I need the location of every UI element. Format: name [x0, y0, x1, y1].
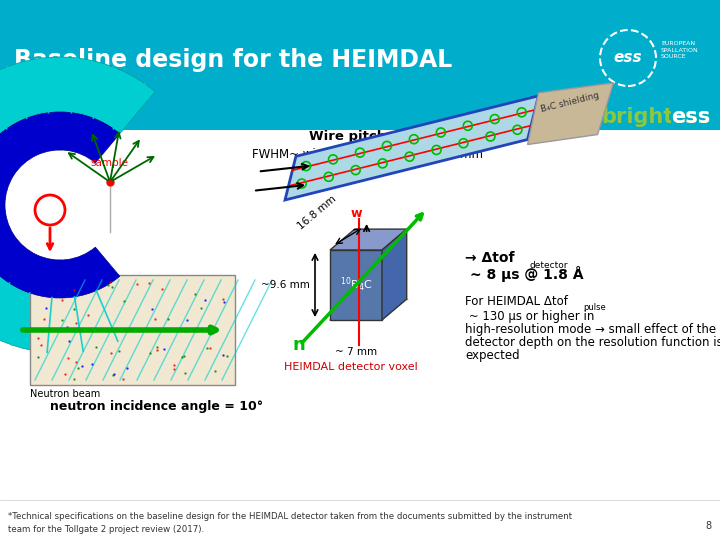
Text: EUROPEAN
SPALLATION
SOURCE: EUROPEAN SPALLATION SOURCE	[661, 41, 698, 59]
Polygon shape	[528, 83, 613, 145]
Wedge shape	[0, 57, 155, 353]
Text: Baseline design for the HEIMDAL: Baseline design for the HEIMDAL	[14, 48, 452, 72]
Text: For HEIMDAL Δtof: For HEIMDAL Δtof	[465, 295, 568, 308]
Text: ess: ess	[671, 107, 710, 127]
Text: detector*: detector*	[14, 80, 140, 104]
Text: n: n	[292, 336, 305, 354]
Text: high-resolution mode → small effect of the: high-resolution mode → small effect of t…	[465, 323, 716, 336]
Text: expected: expected	[465, 349, 520, 362]
Polygon shape	[382, 229, 407, 320]
Text: 8: 8	[706, 521, 712, 531]
Bar	[0, 0, 720, 130]
Text: ~ 130 μs or higher in: ~ 130 μs or higher in	[465, 310, 595, 323]
Text: HEIMDAL detector voxel: HEIMDAL detector voxel	[284, 362, 418, 372]
Text: detector: detector	[529, 261, 567, 270]
Text: B₄C shielding: B₄C shielding	[539, 90, 600, 113]
Text: ~ 8 μs @ 1.8 Å: ~ 8 μs @ 1.8 Å	[470, 266, 584, 282]
Text: Neutron beam: Neutron beam	[30, 389, 100, 399]
Text: w: w	[351, 207, 362, 220]
Text: ess: ess	[613, 51, 642, 65]
Text: detector depth on the resolution function is: detector depth on the resolution functio…	[465, 336, 720, 349]
Text: 16.8 mm: 16.8 mm	[296, 194, 338, 232]
Text: → Δtof: → Δtof	[465, 251, 515, 265]
Text: neutron incidence angle = 10°: neutron incidence angle = 10°	[50, 400, 263, 413]
Polygon shape	[285, 96, 539, 200]
Text: ess: ess	[671, 107, 710, 127]
Bar	[30, 275, 235, 385]
Text: pulse: pulse	[583, 303, 606, 312]
Text: brightn: brightn	[601, 107, 688, 127]
Polygon shape	[330, 250, 382, 320]
Wedge shape	[0, 112, 120, 298]
Text: *Technical specifications on the baseline design for the HEIMDAL detector taken : *Technical specifications on the baselin…	[8, 512, 572, 534]
Text: ~ 7 mm: ~ 7 mm	[335, 347, 377, 357]
Polygon shape	[330, 229, 407, 250]
Text: sample: sample	[90, 158, 128, 168]
Bar	[0, 502, 720, 540]
Text: ~9.6 mm: ~9.6 mm	[261, 280, 310, 290]
Text: FWHM~ wire pitch * tan(10°)~ 2.1 mm: FWHM~ wire pitch * tan(10°)~ 2.1 mm	[253, 148, 484, 161]
Text: $^{10}$B$_4$C: $^{10}$B$_4$C	[340, 276, 372, 294]
Text: Wire pitch ~ 16.8 mm: Wire pitch ~ 16.8 mm	[309, 130, 471, 143]
